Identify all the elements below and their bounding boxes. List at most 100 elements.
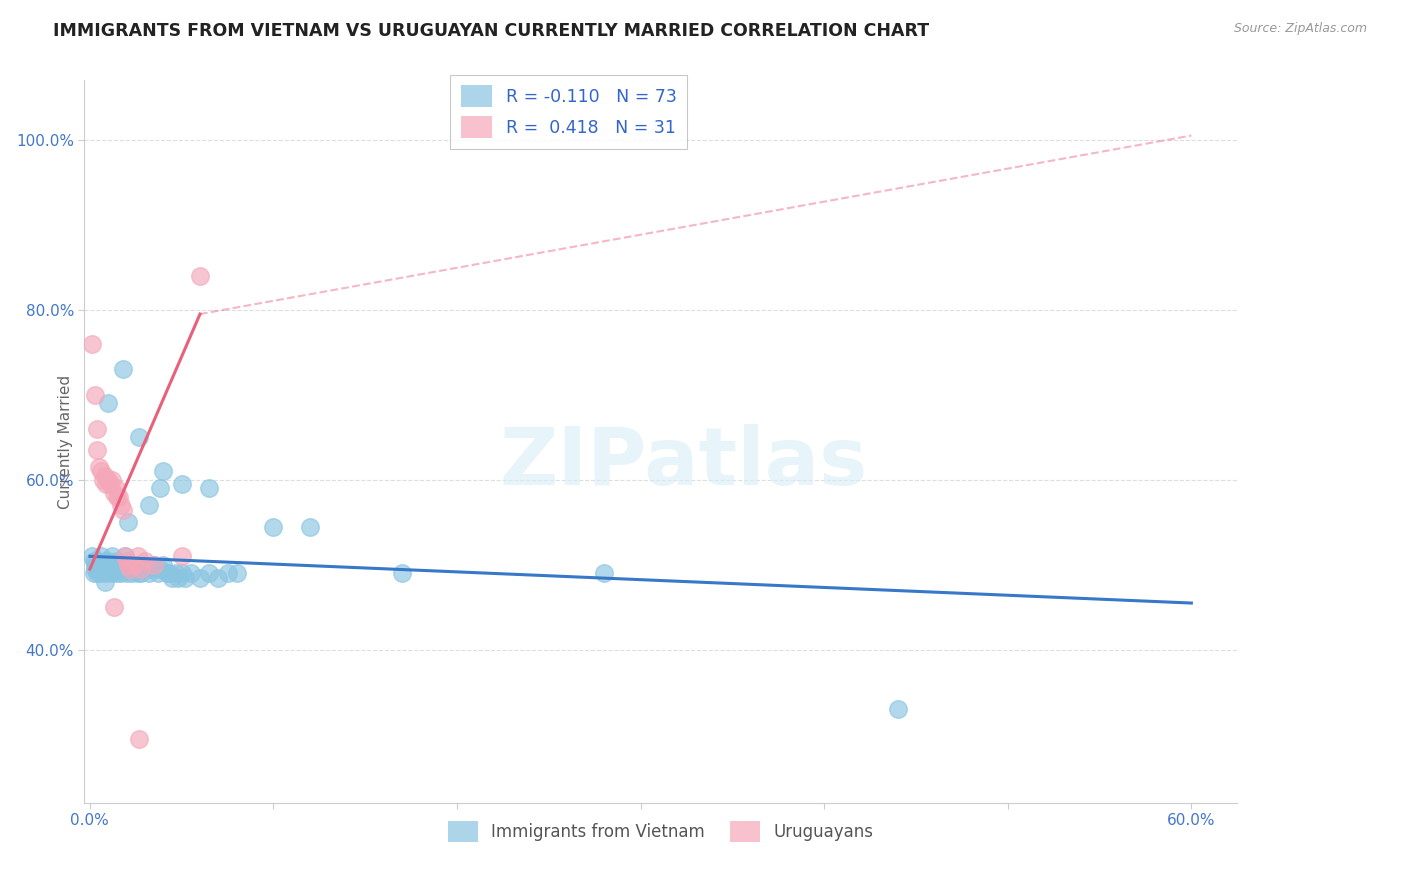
Point: [103, 485, 125, 500]
Point: [138, 566, 160, 581]
Point: [84, 558, 107, 572]
Point: [156, 566, 179, 581]
Text: ZIPatlas: ZIPatlas: [499, 425, 868, 502]
Point: [225, 566, 247, 581]
Point: [96, 477, 118, 491]
Point: [149, 562, 172, 576]
Point: [83, 553, 105, 567]
Legend: Immigrants from Vietnam, Uruguayans: Immigrants from Vietnam, Uruguayans: [441, 814, 880, 848]
Point: [152, 464, 174, 478]
Point: [104, 558, 127, 572]
Point: [103, 562, 125, 576]
Point: [128, 430, 150, 444]
Point: [198, 566, 221, 581]
Point: [162, 570, 184, 584]
Point: [180, 566, 202, 581]
Point: [86, 443, 108, 458]
Point: [128, 732, 150, 747]
Point: [139, 562, 162, 576]
Point: [93, 468, 115, 483]
Point: [120, 562, 142, 576]
Point: [129, 562, 152, 576]
Point: [127, 566, 149, 581]
Point: [188, 268, 211, 283]
Point: [167, 570, 190, 584]
Point: [146, 566, 169, 581]
Point: [886, 702, 908, 716]
Point: [134, 558, 156, 572]
Point: [122, 558, 145, 572]
Point: [97, 473, 120, 487]
Point: [87, 558, 110, 572]
Point: [115, 562, 138, 576]
Point: [107, 490, 129, 504]
Point: [391, 566, 413, 581]
Point: [96, 558, 118, 572]
Point: [143, 558, 166, 572]
Point: [90, 549, 112, 564]
Point: [93, 553, 115, 567]
Point: [593, 566, 616, 581]
Point: [86, 553, 108, 567]
Point: [97, 396, 120, 410]
Point: [121, 566, 143, 581]
Point: [127, 549, 149, 564]
Text: IMMIGRANTS FROM VIETNAM VS URUGUAYAN CURRENTLY MARRIED CORRELATION CHART: IMMIGRANTS FROM VIETNAM VS URUGUAYAN CUR…: [53, 22, 929, 40]
Point: [110, 566, 132, 581]
Point: [97, 562, 120, 576]
Point: [157, 566, 180, 581]
Point: [101, 473, 124, 487]
Point: [83, 566, 105, 581]
Point: [101, 549, 124, 564]
Point: [107, 553, 129, 567]
Point: [90, 464, 112, 478]
Point: [80, 549, 103, 564]
Point: [174, 570, 197, 584]
Point: [152, 558, 174, 572]
Point: [87, 460, 110, 475]
Point: [198, 481, 221, 495]
Point: [108, 490, 131, 504]
Point: [108, 562, 131, 576]
Point: [117, 558, 139, 572]
Point: [110, 498, 132, 512]
Point: [80, 336, 103, 351]
Point: [115, 553, 138, 567]
Point: [188, 570, 211, 584]
Point: [165, 566, 187, 581]
Point: [84, 388, 107, 402]
Point: [170, 549, 193, 564]
Point: [217, 566, 239, 581]
Y-axis label: Currently Married: Currently Married: [58, 375, 73, 508]
Point: [149, 481, 172, 495]
Point: [207, 570, 229, 584]
Point: [111, 558, 134, 572]
Point: [91, 473, 114, 487]
Point: [115, 566, 138, 581]
Point: [101, 566, 124, 581]
Point: [111, 502, 134, 516]
Point: [114, 549, 136, 564]
Point: [170, 477, 193, 491]
Point: [90, 566, 112, 581]
Point: [128, 562, 150, 576]
Point: [170, 566, 193, 581]
Point: [86, 566, 108, 581]
Point: [134, 553, 156, 567]
Point: [91, 562, 114, 576]
Point: [262, 519, 284, 533]
Point: [91, 558, 114, 572]
Point: [138, 498, 160, 512]
Point: [117, 516, 139, 530]
Point: [93, 574, 115, 589]
Point: [84, 562, 107, 576]
Point: [122, 562, 145, 576]
Point: [98, 477, 121, 491]
Point: [96, 566, 118, 581]
Point: [299, 519, 322, 533]
Point: [87, 562, 110, 576]
Point: [86, 422, 108, 436]
Point: [129, 566, 152, 581]
Point: [104, 481, 127, 495]
Point: [97, 553, 120, 567]
